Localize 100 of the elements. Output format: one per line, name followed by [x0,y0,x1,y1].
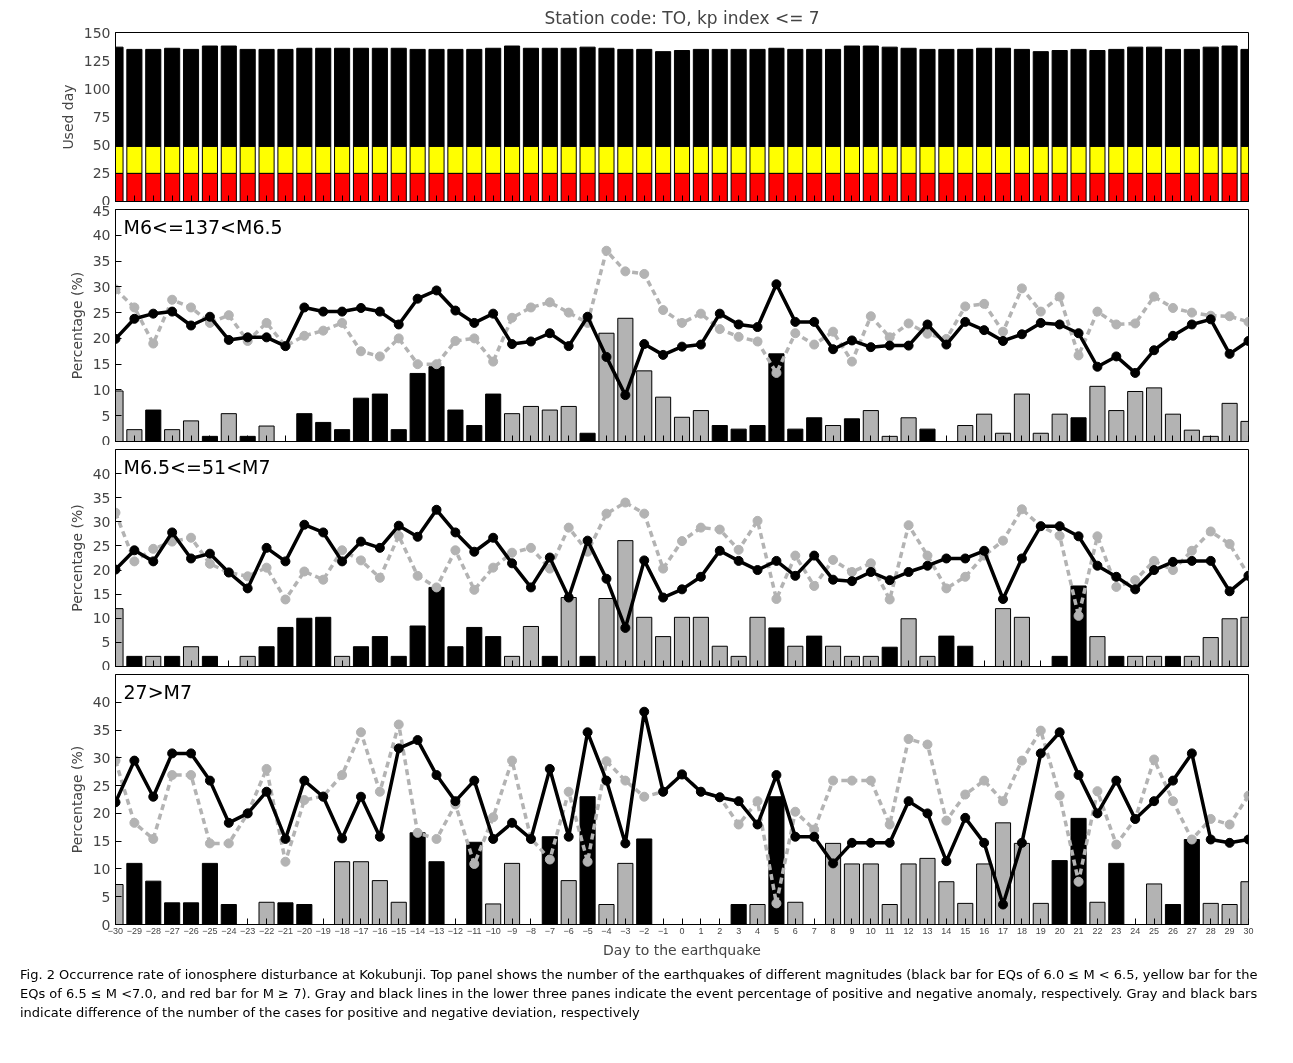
y-tick-label: 50 [92,137,111,154]
x-tick-label: 20 [1054,925,1065,936]
x-tick-label: 0 [679,925,685,936]
y-tick-label: 15 [92,356,111,373]
chart-title: Station code: TO, kp index <= 7 [544,7,820,28]
x-tick-label: −21 [277,925,294,936]
x-tick-label: −27 [164,925,180,936]
x-tick-label: 11 [885,925,895,936]
y-axis-title: Percentage (%) [68,504,85,612]
y-tick-label: 35 [92,489,111,506]
x-tick-label: −7 [544,925,555,936]
x-tick-label: 5 [773,925,779,936]
x-tick-label: −5 [582,925,593,936]
x-tick-label: 8 [830,925,836,936]
x-tick-label: 29 [1224,925,1235,936]
x-tick-label: −29 [126,925,143,936]
y-tick-label: 35 [92,253,111,270]
y-tick-label: 20 [92,330,111,347]
x-tick-label: −26 [183,925,199,936]
x-tick-label: −24 [221,925,237,936]
y-tick-label: 20 [92,805,111,822]
annotation: M6.5<=51<M7 [123,455,271,478]
annotation: M6<=137<M6.5 [123,215,283,238]
y-axis-title: Percentage (%) [68,271,85,380]
y-tick-label: 150 [83,24,111,41]
y-tick-label: 40 [92,465,111,482]
x-tick-label: 28 [1205,925,1216,936]
y-axis-title: Percentage (%) [68,745,85,854]
x-tick-label: 9 [849,925,855,936]
y-tick-label: 30 [92,278,111,295]
x-tick-label: −15 [391,925,407,936]
y-tick-label: 10 [92,860,111,877]
x-tick-label: −19 [315,925,331,936]
x-tick-label: 22 [1092,925,1103,936]
x-tick-label: 27 [1186,925,1197,936]
x-tick-label: −10 [485,925,501,936]
x-tick-label: −12 [447,925,464,936]
annotation: 27>M7 [123,680,193,703]
x-tick-label: −9 [506,925,518,936]
x-tick-label: 24 [1130,925,1141,936]
x-tick-label: −6 [563,925,574,936]
y-tick-label: 15 [92,833,111,850]
y-tick-label: 125 [83,52,111,69]
x-tick-label: 14 [941,925,952,936]
x-tick-label: 26 [1167,925,1178,936]
y-tick-label: 20 [92,562,111,579]
y-tick-label: 40 [92,694,111,711]
y-tick-label: 40 [92,227,111,244]
x-tick-label: 19 [1035,925,1046,936]
x-tick-label: 2 [717,925,723,936]
x-tick-label: −16 [372,925,388,936]
y-tick-label: 35 [92,722,111,739]
y-tick-label: 25 [92,304,111,321]
y-tick-label: 0 [101,432,111,449]
y-tick-label: 25 [92,777,111,794]
x-tick-label: −17 [353,925,369,936]
y-tick-label: 10 [92,381,111,398]
x-tick-label: −4 [601,925,612,936]
x-tick-label: −1 [657,925,669,936]
y-tick-label: 5 [101,407,111,424]
x-axis-title: Day to the earthquake [603,941,761,958]
x-tick-label: 16 [979,925,990,936]
x-tick-label: 18 [1016,925,1027,936]
x-tick-label: 21 [1073,925,1084,936]
x-tick-label: 30 [1243,925,1254,936]
x-tick-label: −13 [428,925,445,936]
x-tick-label: −20 [296,925,312,936]
y-tick-label: 15 [92,586,111,603]
x-tick-label: 7 [811,925,817,936]
y-tick-label: 100 [83,80,111,97]
x-tick-label: 17 [998,925,1009,936]
x-tick-label: 10 [865,925,876,936]
y-tick-label: 5 [101,634,111,651]
x-tick-label: 12 [903,925,914,936]
x-tick-label: −28 [145,925,161,936]
x-tick-label: −25 [202,925,218,936]
y-tick-label: 30 [92,749,111,766]
x-tick-label: 3 [736,925,742,936]
x-tick-label: −3 [620,925,631,936]
y-tick-label: 5 [101,888,111,905]
x-tick-label: −8 [525,925,537,936]
x-tick-label: −14 [410,925,426,936]
y-tick-label: 25 [92,537,111,554]
x-tick-label: −11 [466,925,482,936]
x-tick-label: −23 [240,925,256,936]
x-tick-label: 1 [698,925,704,936]
x-tick-label: 13 [922,925,933,936]
caption: Fig. 2 Occurrence rate of ionosphere disturbance at Kokubunji. Top panel shows the number of the earthquakes of different magnitudes (black bar for EQs of 6.0 ≤ M < 6.5, yellow bar for the EQs of 6.5 ≤ M <7.0, and red bar for M ≥ 7). Gray and black lines in the lower three panes indicate the event percentage of positive and negative anomaly, respectively. Gray and black bars indicate difference of the number of the cases for positive and negative deviation, respectively [20,966,1259,1022]
x-tick-label: 23 [1111,925,1122,936]
y-axis-title: Used day [59,84,76,150]
x-tick-label: −22 [258,925,275,936]
y-tick-label: 30 [92,513,111,530]
x-tick-label: 6 [792,925,798,936]
y-tick-label: 0 [101,657,111,674]
y-tick-label: 75 [92,109,111,125]
y-tick-label: 10 [92,610,111,627]
x-tick-label: 25 [1149,925,1160,936]
x-tick-label: −18 [334,925,350,936]
x-tick-label: 15 [960,925,971,936]
x-tick-label: 4 [755,925,761,936]
